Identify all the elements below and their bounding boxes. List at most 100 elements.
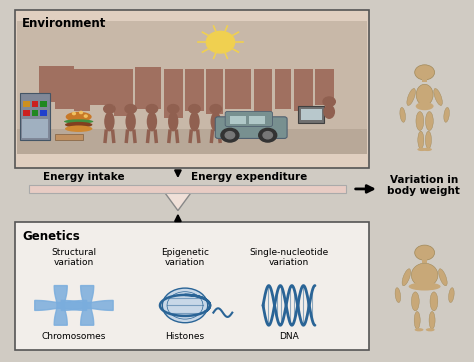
Bar [249, 116, 265, 124]
Ellipse shape [409, 282, 440, 291]
Text: Energy intake: Energy intake [43, 172, 124, 182]
Ellipse shape [415, 328, 423, 331]
Bar [74, 69, 91, 111]
Polygon shape [35, 300, 87, 311]
Bar [315, 69, 334, 105]
Ellipse shape [65, 122, 92, 128]
Bar [23, 101, 29, 107]
Bar [29, 185, 346, 193]
Polygon shape [81, 286, 94, 325]
Bar [40, 101, 46, 107]
Text: Environment: Environment [22, 17, 106, 30]
Ellipse shape [400, 108, 405, 122]
Bar [17, 21, 367, 154]
Circle shape [259, 129, 277, 142]
Circle shape [189, 105, 200, 113]
Ellipse shape [147, 111, 157, 131]
Circle shape [80, 111, 82, 114]
Bar [164, 69, 182, 118]
Circle shape [162, 288, 208, 323]
Bar [422, 77, 427, 83]
Bar [114, 69, 133, 116]
Text: Variation in
body weight: Variation in body weight [387, 174, 460, 196]
Polygon shape [61, 300, 113, 311]
Ellipse shape [126, 111, 136, 131]
Ellipse shape [64, 119, 93, 124]
Ellipse shape [407, 88, 415, 105]
Text: Chromosomes: Chromosomes [42, 332, 106, 341]
Ellipse shape [426, 111, 433, 131]
Circle shape [167, 105, 179, 113]
Ellipse shape [430, 292, 438, 311]
Ellipse shape [438, 269, 447, 286]
Bar [55, 66, 74, 109]
Bar [17, 129, 367, 154]
Ellipse shape [416, 102, 434, 110]
Circle shape [415, 245, 435, 260]
Text: Structural
variation: Structural variation [51, 248, 97, 267]
Ellipse shape [189, 111, 200, 131]
Circle shape [73, 113, 75, 115]
Ellipse shape [417, 148, 426, 151]
Circle shape [221, 129, 239, 142]
Text: Histones: Histones [165, 332, 205, 341]
Ellipse shape [66, 112, 91, 122]
Bar [294, 69, 313, 111]
Bar [299, 106, 324, 123]
Bar [275, 69, 292, 109]
Ellipse shape [402, 269, 410, 286]
Polygon shape [54, 286, 67, 325]
Ellipse shape [448, 288, 454, 303]
Bar [225, 69, 251, 109]
Ellipse shape [104, 111, 115, 131]
Polygon shape [164, 193, 191, 211]
Ellipse shape [423, 148, 432, 151]
Ellipse shape [414, 311, 420, 329]
Bar [22, 119, 48, 138]
Ellipse shape [416, 111, 424, 131]
Circle shape [104, 105, 115, 113]
Circle shape [125, 105, 137, 113]
Circle shape [415, 65, 435, 80]
Circle shape [210, 105, 221, 113]
Ellipse shape [395, 288, 401, 303]
Bar [136, 67, 161, 109]
Circle shape [225, 132, 235, 139]
Bar [91, 69, 114, 105]
Circle shape [323, 97, 335, 106]
Ellipse shape [434, 88, 442, 105]
Text: DNA: DNA [279, 332, 299, 341]
Circle shape [84, 115, 87, 117]
Bar [38, 66, 55, 102]
Ellipse shape [210, 111, 221, 131]
Circle shape [263, 132, 273, 139]
Bar [206, 69, 223, 114]
Ellipse shape [426, 131, 431, 149]
Bar [15, 10, 369, 168]
Ellipse shape [168, 111, 178, 131]
Bar [301, 109, 321, 121]
FancyBboxPatch shape [215, 117, 287, 138]
Ellipse shape [429, 311, 435, 329]
Bar [40, 110, 46, 116]
Text: Energy expenditure: Energy expenditure [191, 172, 307, 182]
Circle shape [167, 292, 203, 319]
Text: Epigenetic
variation: Epigenetic variation [161, 248, 209, 267]
Ellipse shape [416, 84, 433, 105]
Ellipse shape [411, 263, 438, 287]
Ellipse shape [444, 108, 449, 122]
Text: Single-nucleotide
variation: Single-nucleotide variation [249, 248, 328, 267]
Ellipse shape [418, 131, 424, 149]
Ellipse shape [411, 292, 419, 311]
Bar [23, 110, 29, 116]
Bar [55, 134, 83, 139]
Circle shape [146, 105, 157, 113]
Text: Genetics: Genetics [22, 230, 80, 243]
Circle shape [206, 31, 235, 53]
Bar [185, 69, 204, 111]
Bar [32, 101, 38, 107]
Bar [32, 110, 38, 116]
Ellipse shape [65, 126, 92, 132]
Ellipse shape [323, 105, 335, 119]
Bar [422, 257, 427, 263]
